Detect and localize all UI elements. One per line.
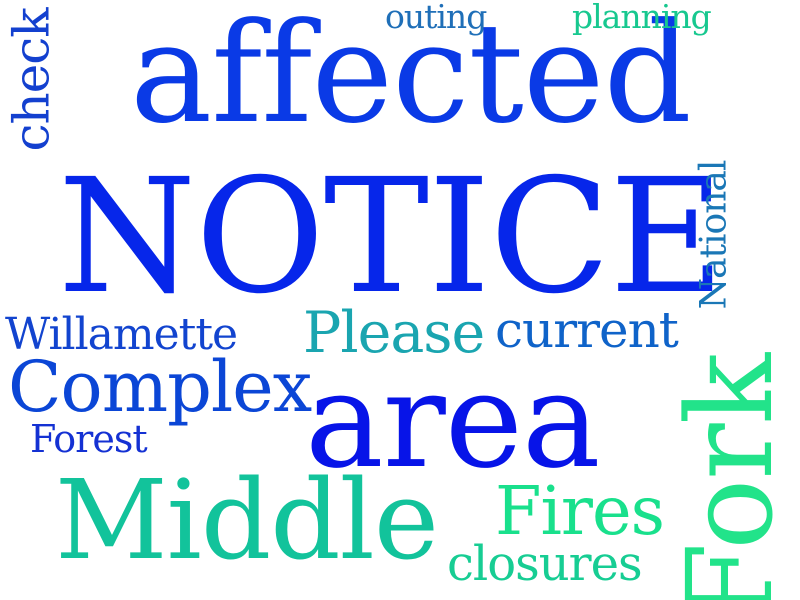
word-fires: Fires [495, 472, 665, 550]
word-outing: outing [385, 0, 487, 36]
word-forest: Forest [30, 417, 148, 461]
word-willamette: Willamette [5, 309, 238, 360]
word-area: area [305, 344, 601, 498]
word-fork: Fork [661, 353, 800, 600]
word-notice: NOTICE [58, 145, 725, 329]
word-complex: Complex [8, 346, 312, 428]
word-check: check [2, 8, 61, 152]
word-national: National [693, 160, 735, 310]
word-affected: affected [130, 0, 692, 154]
word-closures: closures [447, 536, 643, 592]
word-current: current [495, 301, 679, 359]
word-middle: Middle [55, 456, 439, 584]
word-please: Please [303, 300, 485, 366]
word-planning: planning [572, 0, 712, 36]
